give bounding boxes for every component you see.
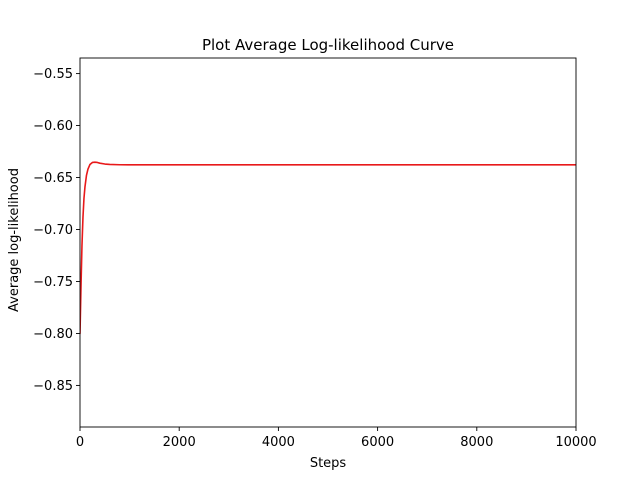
y-tick-label: −0.65 [33, 171, 73, 186]
y-tick-label: −0.80 [33, 327, 73, 342]
plot-area [79, 57, 577, 428]
y-axis-label: Average log-likelihood [7, 168, 22, 312]
x-tick-label: 0 [76, 435, 84, 450]
y-tick-label: −0.85 [33, 379, 73, 394]
series-line-0 [80, 161, 576, 335]
chart-title: Plot Average Log-likelihood Curve [202, 36, 454, 54]
y-tick-label: −0.60 [33, 119, 73, 134]
x-tick-label: 4000 [262, 435, 295, 450]
x-tick-label: 2000 [163, 435, 196, 450]
x-axis-label: Steps [310, 456, 347, 471]
plot-frame [79, 57, 577, 428]
x-axis: 0 2000 4000 6000 8000 10000 [76, 427, 597, 450]
y-tick-label: −0.75 [33, 275, 73, 290]
x-tick-label: 6000 [361, 435, 394, 450]
y-tick-label: −0.55 [33, 67, 73, 82]
x-tick-label: 8000 [460, 435, 493, 450]
x-tick-label: 10000 [555, 435, 596, 450]
y-axis: −0.85 −0.80 −0.75 −0.70 −0.65 −0.60 −0.55 [33, 67, 80, 394]
y-tick-label: −0.70 [33, 223, 73, 238]
